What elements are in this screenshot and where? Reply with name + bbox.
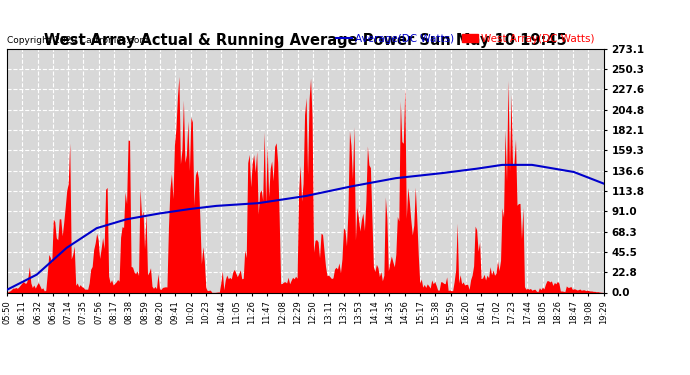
Legend: Average(DC Watts), West Array(DC Watts): Average(DC Watts), West Array(DC Watts): [332, 30, 598, 48]
Text: Copyright 2020 Cartronics.com: Copyright 2020 Cartronics.com: [7, 36, 148, 45]
Title: West Array Actual & Running Average Power Sun May 10 19:45: West Array Actual & Running Average Powe…: [44, 33, 566, 48]
